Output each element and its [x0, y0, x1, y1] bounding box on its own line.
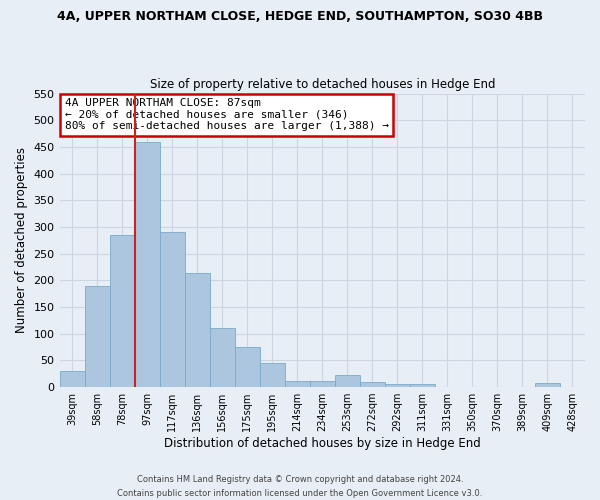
Bar: [260, 362, 285, 387]
Bar: [385, 384, 410, 387]
Title: Size of property relative to detached houses in Hedge End: Size of property relative to detached ho…: [149, 78, 495, 91]
Bar: [85, 286, 110, 387]
Bar: [410, 384, 435, 387]
X-axis label: Distribution of detached houses by size in Hedge End: Distribution of detached houses by size …: [164, 437, 481, 450]
Text: 4A, UPPER NORTHAM CLOSE, HEDGE END, SOUTHAMPTON, SO30 4BB: 4A, UPPER NORTHAM CLOSE, HEDGE END, SOUT…: [57, 10, 543, 23]
Bar: [285, 380, 310, 387]
Bar: [185, 274, 209, 387]
Bar: [335, 376, 360, 387]
Bar: [160, 232, 185, 387]
Y-axis label: Number of detached properties: Number of detached properties: [15, 148, 28, 334]
Bar: [310, 380, 335, 387]
Text: Contains HM Land Registry data © Crown copyright and database right 2024.
Contai: Contains HM Land Registry data © Crown c…: [118, 476, 482, 498]
Bar: [59, 371, 85, 387]
Bar: [235, 347, 260, 387]
Text: 4A UPPER NORTHAM CLOSE: 87sqm
← 20% of detached houses are smaller (346)
80% of : 4A UPPER NORTHAM CLOSE: 87sqm ← 20% of d…: [65, 98, 389, 131]
Bar: [360, 382, 385, 387]
Bar: [209, 328, 235, 387]
Bar: [535, 384, 560, 387]
Bar: [134, 142, 160, 387]
Bar: [110, 235, 134, 387]
